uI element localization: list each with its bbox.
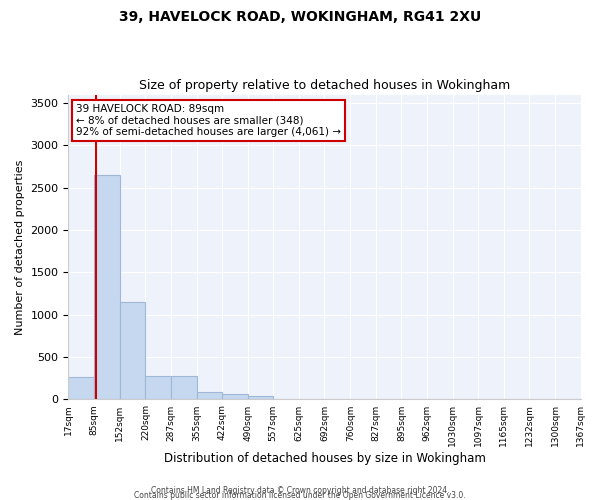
Bar [197,392,222,400]
Y-axis label: Number of detached properties: Number of detached properties [15,160,25,334]
X-axis label: Distribution of detached houses by size in Wokingham: Distribution of detached houses by size … [164,452,485,465]
Bar [145,376,171,400]
Bar [68,376,94,400]
Title: Size of property relative to detached houses in Wokingham: Size of property relative to detached ho… [139,79,510,92]
Bar [248,396,273,400]
Bar [171,376,197,400]
Bar [94,175,119,400]
Text: 39 HAVELOCK ROAD: 89sqm
← 8% of detached houses are smaller (348)
92% of semi-de: 39 HAVELOCK ROAD: 89sqm ← 8% of detached… [76,104,341,137]
Bar [119,302,145,400]
Text: Contains HM Land Registry data © Crown copyright and database right 2024.: Contains HM Land Registry data © Crown c… [151,486,449,495]
Text: Contains public sector information licensed under the Open Government Licence v3: Contains public sector information licen… [134,491,466,500]
Text: 39, HAVELOCK ROAD, WOKINGHAM, RG41 2XU: 39, HAVELOCK ROAD, WOKINGHAM, RG41 2XU [119,10,481,24]
Bar [222,394,248,400]
